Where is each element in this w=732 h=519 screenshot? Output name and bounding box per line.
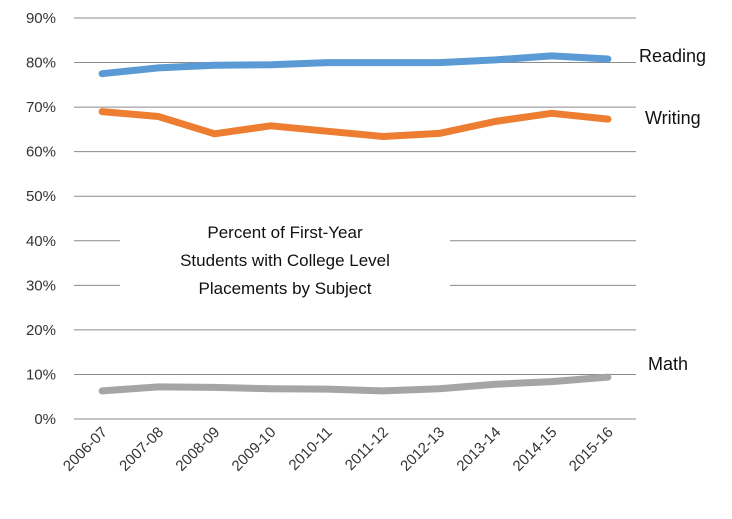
y-tick-label: 90%: [26, 10, 56, 27]
chart-title: Percent of First-Year Students with Coll…: [120, 218, 450, 308]
y-axis-tick-labels: 0% 10% 20% 30% 40% 50% 60% 70% 80% 90%: [26, 10, 56, 428]
y-tick-label: 30%: [26, 277, 56, 294]
x-tick-label: 2010-11: [286, 424, 336, 474]
x-tick-label: 2008-09: [172, 424, 223, 475]
series-label-math: Math: [648, 354, 688, 374]
chart-title-line-2: Students with College Level: [180, 251, 390, 270]
series-lines: [98, 52, 612, 395]
y-tick-label: 60%: [26, 144, 56, 161]
x-tick-label: 2013-14: [453, 424, 504, 475]
y-tick-label: 50%: [26, 188, 56, 205]
series-label-reading: Reading: [639, 46, 706, 66]
y-tick-label: 10%: [26, 366, 56, 383]
series-line-reading: [98, 52, 612, 78]
series-line-writing: [98, 108, 612, 140]
y-tick-label: 80%: [26, 55, 56, 72]
y-tick-label: 70%: [26, 99, 56, 116]
x-tick-label: 2012-13: [397, 424, 448, 475]
y-tick-label: 20%: [26, 322, 56, 339]
x-tick-label: 2007-08: [116, 424, 167, 475]
series-line-math: [98, 373, 612, 395]
chart-title-line-3: Placements by Subject: [199, 279, 372, 298]
x-tick-label: 2014-15: [510, 424, 561, 475]
x-tick-label: 2009-10: [229, 424, 280, 475]
series-labels: Reading Writing Math: [639, 46, 706, 374]
series-label-writing: Writing: [645, 108, 701, 128]
chart-title-line-1: Percent of First-Year: [207, 223, 363, 242]
x-tick-label: 2011-12: [342, 424, 392, 474]
x-axis-tick-labels: 2006-07 2007-08 2008-09 2009-10 2010-11 2011-…: [60, 424, 617, 475]
y-tick-label: 40%: [26, 233, 56, 250]
y-tick-label: 0%: [34, 411, 56, 428]
x-tick-label: 2015-16: [566, 424, 617, 475]
x-tick-label: 2006-07: [60, 424, 111, 475]
